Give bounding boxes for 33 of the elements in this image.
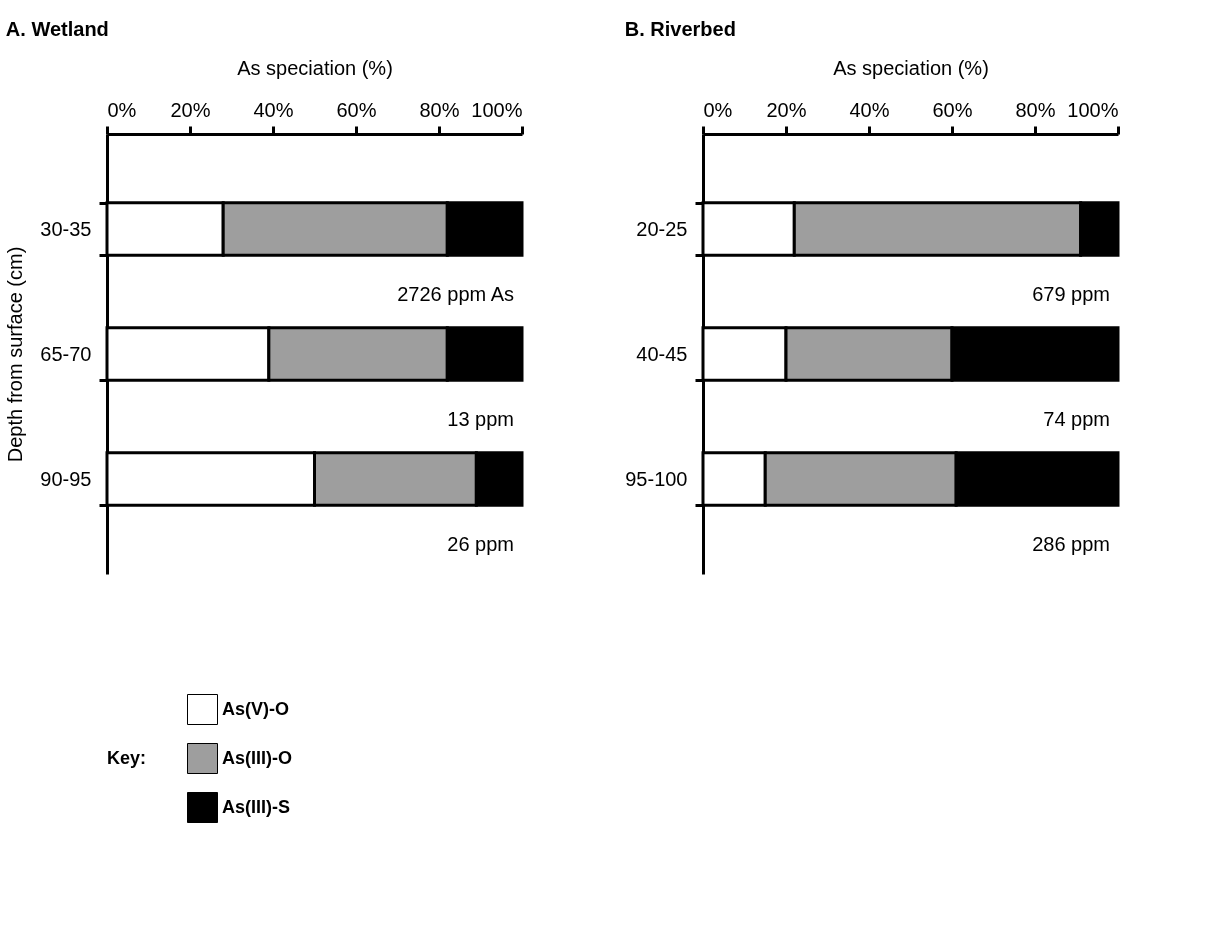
- x-tick-label: 100%: [471, 98, 523, 121]
- x-tick-label: 60%: [336, 98, 377, 121]
- x-tick-label: 0%: [703, 98, 733, 121]
- legend-label: As(III)-O: [222, 747, 292, 768]
- annotation: 13 ppm: [447, 408, 514, 430]
- x-axis-title: As speciation (%): [833, 56, 989, 79]
- legend-label: As(V)-O: [222, 698, 289, 719]
- x-tick-label: 40%: [253, 98, 294, 121]
- x-tick-label: 40%: [849, 98, 890, 121]
- chart-title: A. Wetland: [5, 18, 109, 40]
- y-tick-label: 95-100: [625, 467, 688, 490]
- x-axis-title: As speciation (%): [237, 56, 393, 79]
- y-axis-title: Depth from surface (cm): [4, 246, 27, 463]
- x-tick-label: 80%: [419, 98, 460, 121]
- x-tick-label: 80%: [1015, 98, 1056, 121]
- y-tick-label: 65-70: [40, 342, 92, 365]
- annotation: 679 ppm: [1032, 283, 1110, 305]
- legend-title: Key:: [107, 748, 147, 768]
- chart-title: B. Riverbed: [624, 18, 736, 40]
- x-tick-label: 20%: [766, 98, 807, 121]
- annotation: 74 ppm: [1043, 408, 1110, 430]
- annotation: 286 ppm: [1032, 533, 1110, 555]
- legend-label: As(III)-S: [222, 796, 291, 817]
- x-tick-label: 60%: [932, 98, 973, 121]
- annotation: 2726 ppm As: [397, 283, 514, 305]
- y-tick-label: 30-35: [40, 217, 92, 240]
- y-tick-label: 40-45: [636, 342, 688, 365]
- annotation: 26 ppm: [447, 533, 514, 555]
- x-tick-label: 0%: [107, 98, 137, 121]
- y-tick-label: 90-95: [40, 467, 92, 490]
- x-tick-label: 100%: [1067, 98, 1119, 121]
- x-tick-label: 20%: [170, 98, 211, 121]
- y-tick-label: 20-25: [636, 217, 688, 240]
